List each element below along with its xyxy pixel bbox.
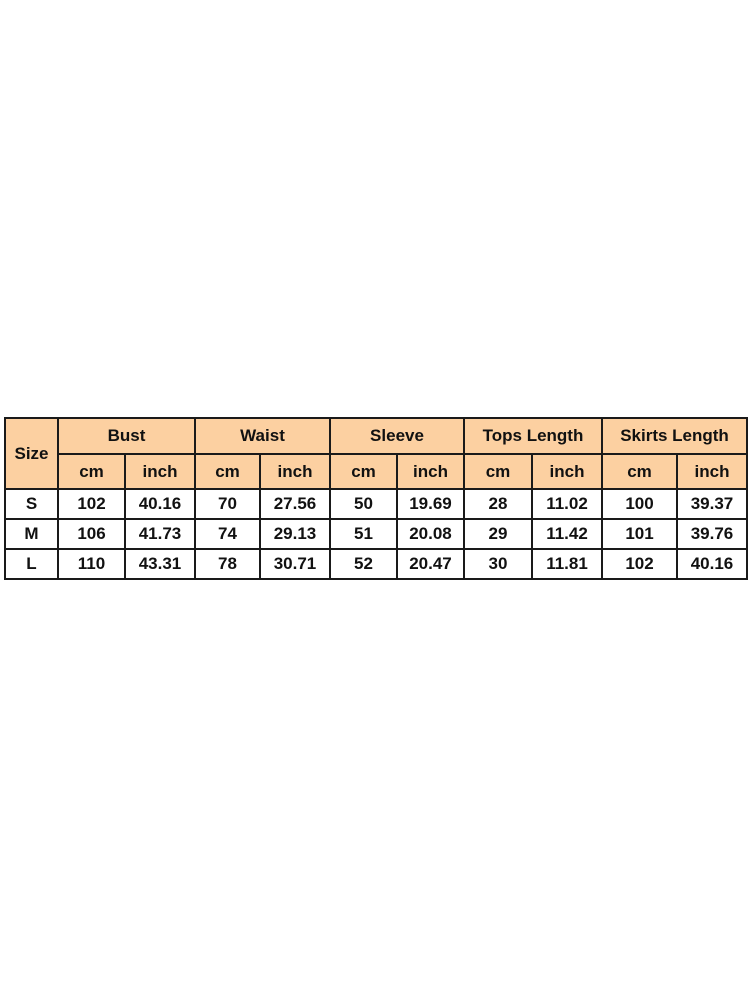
value-cell: 74 <box>194 518 261 550</box>
unit-header: inch <box>124 453 196 490</box>
size-chart-table: Size Bust Waist Sleeve Tops Length Skirt… <box>4 417 748 580</box>
value-cell: 20.08 <box>396 518 465 550</box>
value-cell: 39.76 <box>676 518 748 550</box>
value-cell: 100 <box>601 488 678 520</box>
group-header-skirts-length: Skirts Length <box>601 417 748 455</box>
value-cell: 20.47 <box>396 548 465 580</box>
value-cell: 52 <box>329 548 398 580</box>
unit-header: inch <box>259 453 331 490</box>
value-cell: 50 <box>329 488 398 520</box>
unit-header: inch <box>531 453 603 490</box>
unit-header: inch <box>396 453 465 490</box>
value-cell: 30 <box>463 548 533 580</box>
header-row-units: cm inch cm inch cm inch cm inch cm inch <box>5 453 748 490</box>
value-cell: 30.71 <box>259 548 331 580</box>
value-cell: 19.69 <box>396 488 465 520</box>
value-cell: 28 <box>463 488 533 520</box>
size-cell: S <box>4 488 59 520</box>
group-header-tops-length: Tops Length <box>463 417 603 455</box>
header-row-groups: Size Bust Waist Sleeve Tops Length Skirt… <box>4 417 748 490</box>
value-cell: 27.56 <box>259 488 331 520</box>
unit-header: cm <box>601 453 678 490</box>
unit-header: inch <box>676 453 748 490</box>
group-header-sleeve: Sleeve <box>329 417 465 455</box>
value-cell: 11.42 <box>531 518 603 550</box>
value-cell: 78 <box>194 548 261 580</box>
table-row: L 110 43.31 78 30.71 52 20.47 30 11.81 102 40.16 <box>4 548 748 580</box>
value-cell: 51 <box>329 518 398 550</box>
group-header-bust: Bust <box>57 417 196 455</box>
value-cell: 102 <box>601 548 678 580</box>
value-cell: 106 <box>57 518 126 550</box>
size-header: Size <box>4 417 59 490</box>
group-header-waist: Waist <box>194 417 331 455</box>
value-cell: 40.16 <box>676 548 748 580</box>
unit-header: cm <box>194 453 261 490</box>
size-cell: M <box>4 518 59 550</box>
table-row: S 102 40.16 70 27.56 50 19.69 28 11.02 100 39.37 <box>4 488 748 520</box>
value-cell: 70 <box>194 488 261 520</box>
value-cell: 102 <box>57 488 126 520</box>
value-cell: 40.16 <box>124 488 196 520</box>
unit-header: cm <box>463 453 533 490</box>
value-cell: 29.13 <box>259 518 331 550</box>
value-cell: 11.81 <box>531 548 603 580</box>
unit-header: cm <box>57 453 126 490</box>
value-cell: 39.37 <box>676 488 748 520</box>
value-cell: 101 <box>601 518 678 550</box>
size-cell: L <box>4 548 59 580</box>
unit-header: cm <box>329 453 398 490</box>
value-cell: 110 <box>57 548 126 580</box>
value-cell: 11.02 <box>531 488 603 520</box>
table-row: M 106 41.73 74 29.13 51 20.08 29 11.42 101 39.76 <box>4 518 748 550</box>
value-cell: 43.31 <box>124 548 196 580</box>
value-cell: 29 <box>463 518 533 550</box>
value-cell: 41.73 <box>124 518 196 550</box>
